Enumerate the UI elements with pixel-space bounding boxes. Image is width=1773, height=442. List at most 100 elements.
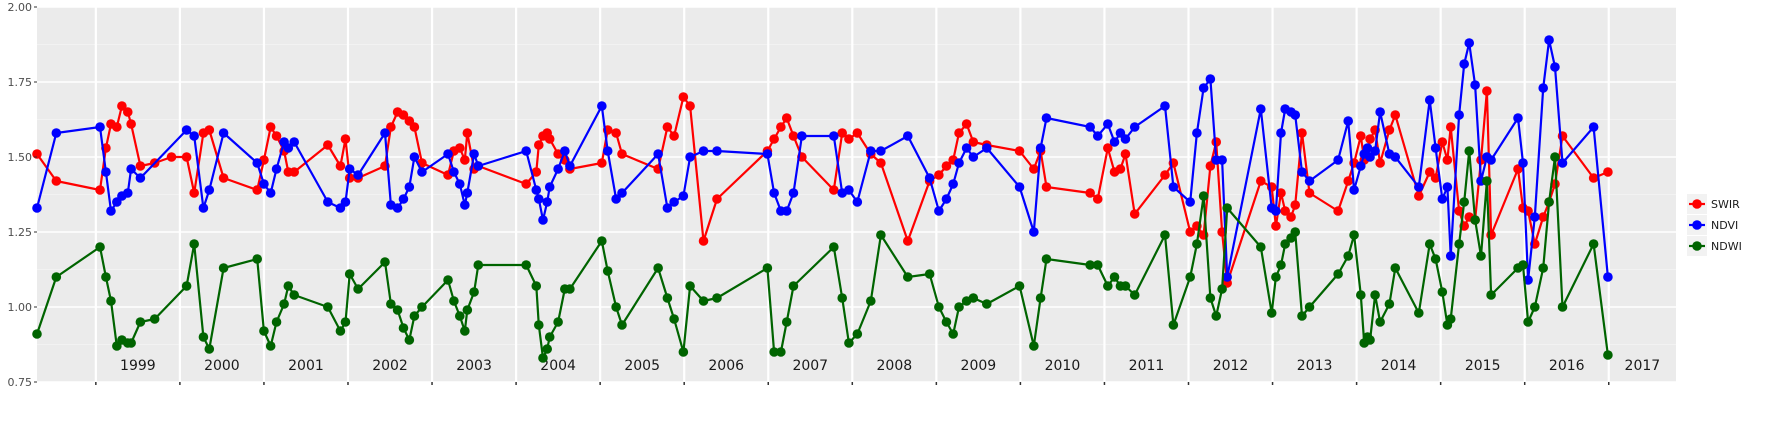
ndwi-point xyxy=(876,230,886,240)
ndwi-point xyxy=(218,263,229,273)
ndwi-point xyxy=(934,302,944,312)
ndwi-point xyxy=(51,272,62,282)
ndwi-point xyxy=(271,317,282,327)
ndwi-point xyxy=(1276,260,1286,270)
ndwi-point xyxy=(685,281,695,291)
ndvi-point xyxy=(198,203,209,213)
y-axis: 0.75 1.00 1.25 1.50 1.75 2.00 xyxy=(8,1,37,389)
ndwi-point xyxy=(1266,308,1277,318)
ndvi-point xyxy=(404,182,415,192)
swir-point xyxy=(1297,128,1307,138)
ndwi-point xyxy=(698,296,709,306)
swir-point xyxy=(1092,194,1103,204)
legend-marker-swir xyxy=(1692,199,1702,209)
ndvi-point xyxy=(353,170,363,180)
ndwi-point xyxy=(1365,335,1375,345)
ndwi-point xyxy=(1476,251,1486,261)
swir-point xyxy=(460,155,470,165)
swir-point xyxy=(112,122,122,132)
ndwi-point xyxy=(1375,317,1385,327)
swir-point xyxy=(335,161,346,171)
swir-point xyxy=(95,185,105,195)
swir-point xyxy=(1482,86,1492,96)
ndwi-point xyxy=(198,332,209,342)
ndwi-point xyxy=(1356,290,1366,300)
ndvi-point xyxy=(1356,161,1366,171)
ndvi-point xyxy=(449,167,459,177)
y-tick-label: 2.00 xyxy=(8,1,33,14)
swir-point xyxy=(1304,188,1315,198)
ndwi-point xyxy=(762,263,773,273)
ndvi-point xyxy=(1370,146,1380,156)
ndwi-point xyxy=(533,320,544,330)
ndvi-point xyxy=(462,188,473,198)
ndwi-point xyxy=(404,335,415,345)
legend: SWIR NDVI NDWI xyxy=(1687,194,1742,256)
ndwi-point xyxy=(531,281,542,291)
ndvi-point xyxy=(398,194,409,204)
swir-point xyxy=(844,134,854,144)
ndvi-point xyxy=(32,203,42,213)
ndvi-point xyxy=(653,149,663,159)
swir-point xyxy=(1442,155,1453,165)
ndwi-point xyxy=(1205,293,1216,303)
ndvi-point xyxy=(1349,185,1359,195)
ndwi-point xyxy=(597,236,607,246)
ndwi-point xyxy=(662,293,673,303)
ndvi-point xyxy=(1445,251,1456,261)
swir-point xyxy=(662,122,673,132)
ndvi-point xyxy=(1343,116,1353,126)
swir-point xyxy=(135,161,146,171)
swir-point xyxy=(669,131,679,141)
ndwi-point xyxy=(443,275,453,285)
swir-point xyxy=(685,101,695,111)
ndvi-point xyxy=(611,194,621,204)
ndvi-point xyxy=(1160,101,1170,111)
ndwi-point xyxy=(1518,260,1528,270)
ndvi-point xyxy=(1217,155,1227,165)
swir-point xyxy=(1390,110,1401,120)
ndwi-point xyxy=(279,299,289,309)
ndvi-point xyxy=(844,185,854,195)
ndwi-point xyxy=(611,302,621,312)
swir-point xyxy=(409,122,420,132)
ndvi-point xyxy=(852,197,863,207)
ndwi-point xyxy=(865,296,876,306)
ndvi-point xyxy=(954,158,964,168)
swir-point xyxy=(533,140,544,150)
swir-point xyxy=(189,188,199,198)
ndwi-point xyxy=(353,284,363,294)
ndwi-point xyxy=(462,305,473,315)
legend-label-ndvi: NDVI xyxy=(1711,219,1738,232)
ndvi-point xyxy=(460,200,470,210)
ndwi-point xyxy=(1538,263,1548,273)
swir-point xyxy=(1205,161,1216,171)
ndvi-point xyxy=(204,185,215,195)
ndwi-point xyxy=(1343,251,1353,261)
ndvi-point xyxy=(565,161,575,171)
y-tick-label: 1.50 xyxy=(8,151,33,164)
ndwi-point xyxy=(1041,254,1052,264)
swir-point xyxy=(521,179,531,189)
ndwi-point xyxy=(1424,239,1435,249)
ndwi-point xyxy=(1109,272,1120,282)
ndvi-point xyxy=(1442,182,1453,192)
ndwi-point xyxy=(417,302,427,312)
year-label: 2003 xyxy=(456,358,492,374)
ndvi-point xyxy=(1513,113,1523,123)
ndwi-point xyxy=(1255,242,1266,252)
swir-point xyxy=(1160,170,1170,180)
swir-point xyxy=(829,185,839,195)
swir-point xyxy=(289,167,299,177)
ndwi-point xyxy=(32,329,42,339)
ndvi-point xyxy=(252,158,263,168)
ndvi-point xyxy=(1588,122,1599,132)
swir-point xyxy=(1103,143,1113,153)
ndvi-point xyxy=(1538,83,1548,93)
ndvi-point xyxy=(865,146,876,156)
swir-point xyxy=(1255,176,1266,186)
ndwi-point xyxy=(1486,290,1496,300)
year-label: 2010 xyxy=(1045,358,1081,374)
ndwi-point xyxy=(1544,197,1554,207)
ndwi-point xyxy=(454,311,465,321)
